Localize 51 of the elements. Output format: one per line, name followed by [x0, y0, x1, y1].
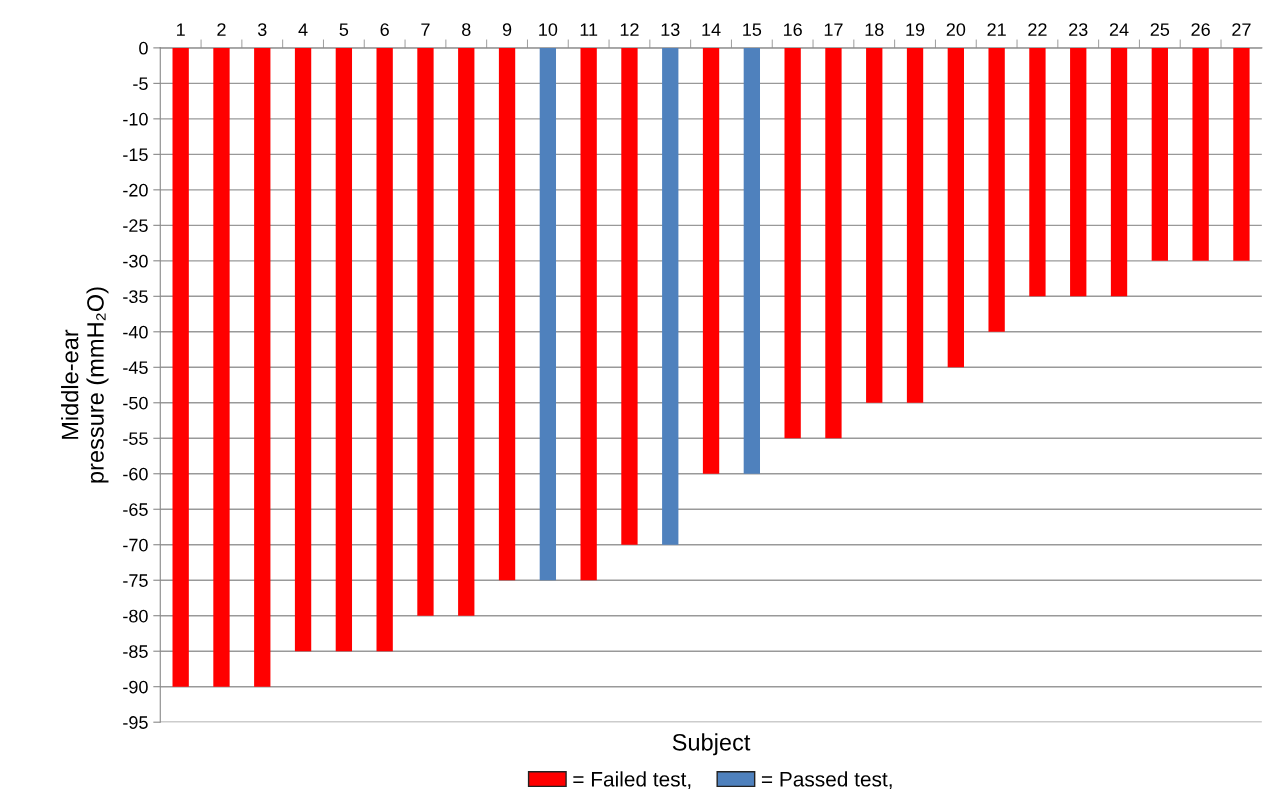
y-tick-label: -35 [123, 290, 148, 304]
y-tick-label: -25 [123, 219, 148, 233]
x-tick-label: 7 [421, 23, 430, 36]
x-tick-label: 3 [257, 23, 267, 36]
legend-label: = Passed test, [761, 771, 892, 790]
x-tick-label: 24 [1109, 23, 1129, 36]
y-tick-label: -5 [133, 77, 148, 91]
x-tick-label: 13 [661, 23, 680, 36]
x-tick-label: 11 [580, 23, 598, 36]
x-tick-label: 27 [1232, 23, 1251, 36]
y-tick-label: -50 [123, 396, 148, 410]
x-tick-label: 4 [298, 23, 308, 36]
y-tick-label: -80 [123, 609, 148, 623]
y-tick-label: -90 [123, 680, 148, 694]
x-tick-label: 25 [1150, 23, 1170, 36]
y-tick-label: -15 [123, 148, 148, 162]
y-tick-label: 0 [139, 41, 148, 55]
y-tick-label: -40 [123, 325, 148, 339]
x-tick-label: 26 [1191, 23, 1210, 36]
legend-label: = Failed test, [573, 771, 691, 790]
y-tick-label: -55 [123, 432, 148, 445]
x-tick-label: 21 [987, 23, 1006, 36]
x-tick-label: 15 [743, 23, 762, 36]
x-tick-label: 12 [620, 23, 639, 36]
x-tick-label: 10 [539, 23, 558, 36]
x-tick-label: 1 [177, 23, 185, 36]
y-tick-label: -75 [123, 574, 148, 587]
y-tick-label: -45 [123, 361, 148, 375]
x-tick-label: 5 [339, 23, 349, 36]
x-tick-label: 9 [502, 23, 512, 36]
x-tick-label: 6 [380, 23, 389, 36]
x-tick-label: 19 [906, 23, 925, 36]
y-tick-label: -70 [123, 538, 148, 552]
x-tick-label: 16 [783, 23, 802, 36]
y-tick-label: -20 [123, 183, 148, 197]
x-tick-label: 18 [865, 23, 884, 36]
x-tick-label: 8 [462, 23, 471, 36]
x-tick-label: 14 [702, 23, 721, 36]
x-tick-label: 23 [1069, 23, 1088, 36]
y-tick-label: -65 [123, 503, 148, 516]
x-tick-label: 17 [824, 23, 843, 36]
x-tick-label: 22 [1028, 23, 1047, 36]
y-tick-label: -10 [123, 112, 148, 126]
y-tick-label: -95 [123, 716, 148, 729]
x-tick-label: 2 [217, 23, 226, 36]
y-tick-label: -60 [123, 467, 148, 481]
y-tick-label: -30 [123, 254, 148, 268]
x-axis-title: Subject [672, 733, 751, 756]
y-tick-label: -85 [123, 645, 148, 658]
x-tick-label: 20 [946, 23, 966, 36]
y-axis-title: Middle-ear pressure (mmH₂O) [61, 287, 109, 483]
